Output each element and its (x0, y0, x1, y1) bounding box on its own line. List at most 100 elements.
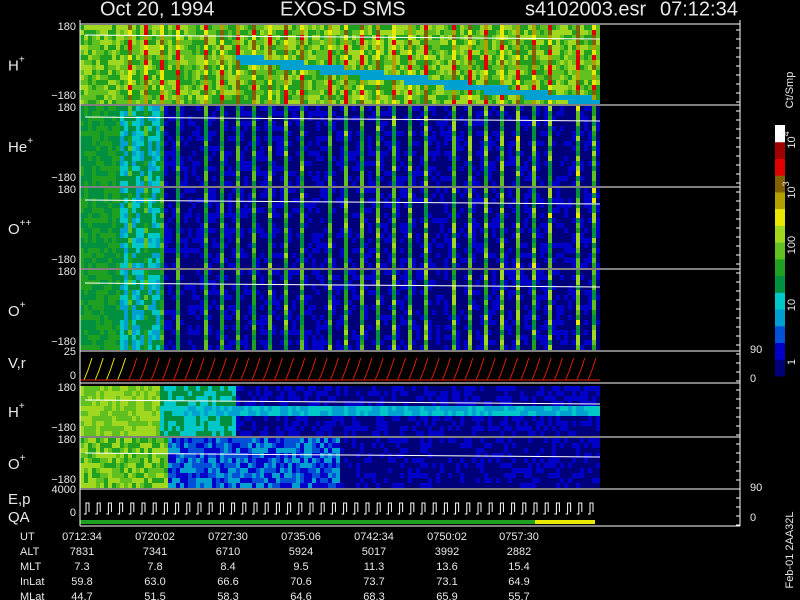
spectrogram-cell (596, 65, 600, 70)
spectrogram-cell (148, 111, 152, 116)
spectrogram-cell (592, 161, 596, 166)
spectrogram-cell (204, 218, 208, 223)
spectrogram-cell (428, 111, 432, 116)
spectrogram-cell (148, 218, 152, 223)
spectrogram-cell (416, 60, 420, 65)
spectrogram-cell (424, 70, 428, 75)
spectrogram-cell (484, 45, 488, 50)
spectrogram-cell (344, 70, 348, 75)
spectrogram-cell (488, 181, 492, 186)
spectrogram-cell (356, 121, 360, 126)
spectrogram-cell (460, 30, 464, 35)
spectrogram-cell (548, 171, 552, 176)
spectrogram-cell (144, 121, 148, 126)
spectrogram-cell (448, 121, 452, 126)
spectrogram-cell (320, 166, 324, 171)
spectrogram-cell (168, 40, 172, 45)
spectrogram-cell (268, 253, 272, 258)
spectrogram-cell (336, 151, 340, 156)
spectrogram-cell (568, 111, 572, 116)
spectrogram-cell (116, 65, 120, 70)
spectrogram-cell (392, 181, 396, 186)
spectrogram-cell (244, 40, 248, 45)
spectrogram-cell (552, 65, 556, 70)
spectrogram-cell (244, 50, 248, 55)
spectrogram-cell (164, 193, 168, 198)
spectrogram-cell (112, 60, 116, 65)
panel-label: He+ (8, 136, 33, 156)
spectrogram-cell (92, 55, 96, 60)
spectrogram-cell (116, 100, 120, 104)
spectrogram-cell (220, 248, 224, 253)
spectrogram-cell (104, 146, 108, 151)
spectrogram-cell (148, 181, 152, 186)
spectrogram-cell (296, 111, 300, 116)
spectrogram-cell (80, 126, 84, 131)
spectrogram-cell (148, 141, 152, 146)
spectrogram-cell (380, 176, 384, 181)
spectrogram-cell (228, 193, 232, 198)
spectrogram-cell (560, 95, 564, 100)
spectrogram-cell (204, 146, 208, 151)
spectrogram-cell (588, 50, 592, 55)
spectrogram-cell (572, 146, 576, 151)
spectrogram-cell (256, 188, 260, 193)
spectrogram-cell (264, 243, 268, 248)
spectrogram-cell (288, 80, 292, 85)
spectrogram-cell (100, 161, 104, 166)
spectrogram-cell (528, 161, 532, 166)
spectrogram-cell (256, 258, 260, 263)
spectrogram-cell (524, 146, 528, 151)
spectrogram-cell (324, 141, 328, 146)
spectrogram-cell (244, 60, 248, 65)
spectrogram-cell (120, 243, 124, 248)
spectrogram-cell (440, 156, 444, 161)
spectrogram-cell (268, 65, 272, 70)
spectrogram-cell (144, 181, 148, 186)
spectrogram-cell (520, 151, 524, 156)
spectrogram-cell (184, 35, 188, 40)
spectrogram-cell (296, 40, 300, 45)
spectrogram-cell (192, 50, 196, 55)
spectrogram-cell (240, 106, 244, 111)
spectrogram-cell (212, 90, 216, 95)
spectrogram-cell (108, 141, 112, 146)
spectrogram-cell (568, 136, 572, 141)
spectrogram-cell (372, 45, 376, 50)
spectrogram-cell (532, 176, 536, 181)
spectrogram-cell (112, 85, 116, 90)
spectrogram-cell (348, 95, 352, 100)
spectrogram-cell (112, 161, 116, 166)
spectrogram-cell (100, 208, 104, 213)
spectrogram-cell (396, 126, 400, 131)
spectrogram-cell (128, 111, 132, 116)
spectrogram-cell (288, 65, 292, 70)
spectrogram-cell (172, 111, 176, 116)
spectrogram-cell (168, 208, 172, 213)
spectrogram-cell (444, 45, 448, 50)
spectrogram-cell (436, 126, 440, 131)
spectrogram-cell (184, 238, 188, 243)
spectrogram-cell (364, 141, 368, 146)
spectrogram-cell (88, 75, 92, 80)
spectrogram-cell (212, 25, 216, 30)
spectrogram-cell (264, 233, 268, 238)
spectrogram-cell (260, 65, 264, 70)
spectrogram-cell (180, 35, 184, 40)
spectrogram-cell (136, 146, 140, 151)
spectrogram-cell (220, 136, 224, 141)
spectrogram-cell (596, 156, 600, 161)
spectrogram-cell (484, 121, 488, 126)
spectrogram-cell (276, 243, 280, 248)
spectrogram-cell (368, 85, 372, 90)
spectrogram-cell (272, 208, 276, 213)
spectrogram-cell (500, 35, 504, 40)
spectrogram-cell (88, 253, 92, 258)
spectrogram-cell (452, 161, 456, 166)
spectrogram-cell (596, 181, 600, 186)
spectrogram-cell (164, 141, 168, 146)
spectrogram-cell (428, 55, 432, 60)
spectrogram-cell (216, 233, 220, 238)
spectrogram-cell (324, 25, 328, 30)
spectrogram-cell (540, 25, 544, 30)
